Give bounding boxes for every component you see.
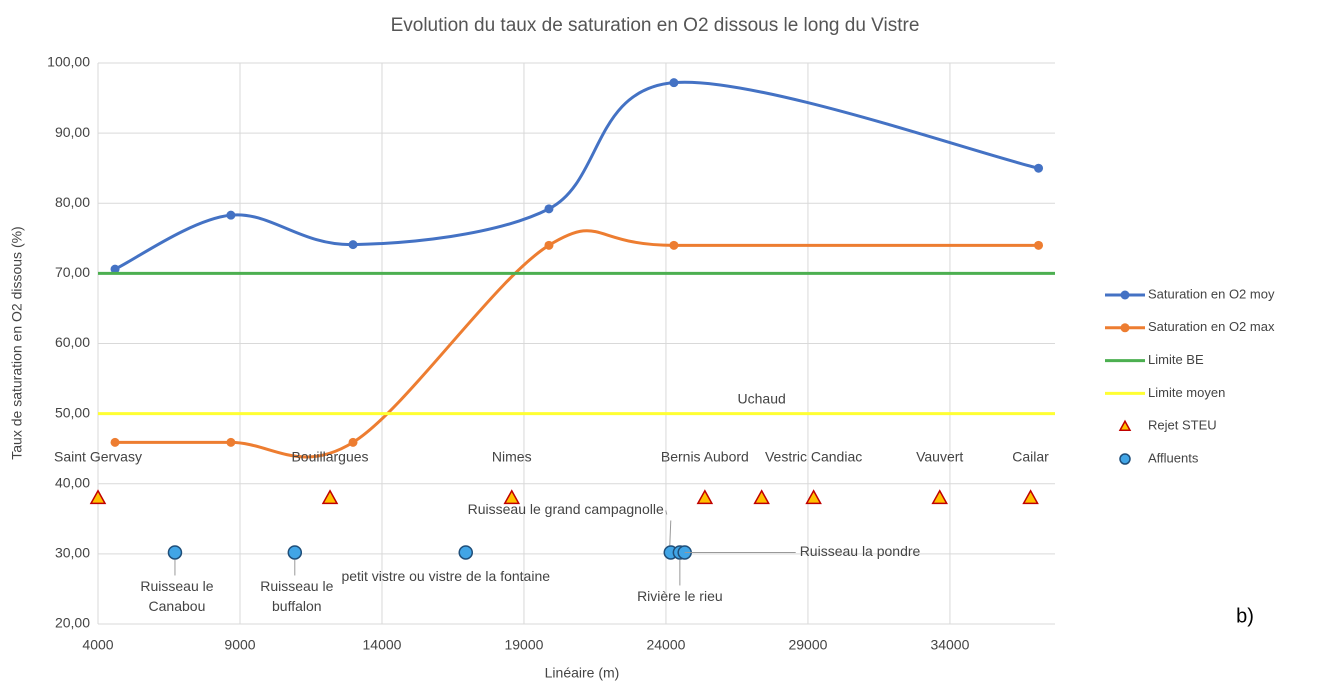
point-label: buffalon xyxy=(272,598,322,614)
legend-label: Affluents xyxy=(1148,450,1199,465)
y-tick-label: 20,00 xyxy=(55,615,90,631)
data-point xyxy=(1034,163,1044,173)
legend-swatch xyxy=(1120,290,1130,300)
point-label: petit vistre ou vistre de la fontaine xyxy=(341,568,550,584)
legend-label: Saturation en O2 moy xyxy=(1148,286,1275,301)
y-tick-label: 50,00 xyxy=(55,404,90,420)
data-point xyxy=(348,437,358,447)
steu-marker xyxy=(931,489,948,505)
steu-marker xyxy=(696,489,714,505)
point-label: Ruisseau le xyxy=(140,578,213,594)
leader-line xyxy=(665,510,668,515)
point-label: Saint Gervasy xyxy=(54,448,142,464)
legend-swatch xyxy=(1119,453,1131,465)
legend-swatch xyxy=(1120,323,1130,333)
x-axis-label: Linéaire (m) xyxy=(545,665,620,681)
y-axis-label: Taux de saturation en O2 dissous (%) xyxy=(9,226,25,459)
data-point xyxy=(1034,240,1044,250)
point-label: Cailar xyxy=(1012,448,1049,464)
steu-marker xyxy=(321,489,339,505)
y-tick-label: 40,00 xyxy=(55,474,90,490)
legend-label: Limite moyen xyxy=(1148,385,1225,400)
affluent-marker xyxy=(458,545,473,560)
x-tick-label: 19000 xyxy=(504,637,543,653)
point-label: Canabou xyxy=(149,598,206,614)
y-tick-label: 90,00 xyxy=(55,124,90,140)
x-tick-label: 4000 xyxy=(82,637,113,653)
legend-label: Saturation en O2 max xyxy=(1148,319,1275,334)
point-label: Bernis Aubord xyxy=(661,448,749,464)
data-point xyxy=(110,264,120,274)
x-tick-label: 34000 xyxy=(930,637,969,653)
affluent-marker xyxy=(167,545,183,560)
point-label: Bouillargues xyxy=(291,448,368,464)
point-label: Ruisseau le grand campagnolle xyxy=(468,501,664,517)
steu-marker xyxy=(503,489,521,505)
data-point xyxy=(110,437,120,447)
y-tick-label: 100,00 xyxy=(47,54,90,70)
point-label: Vauvert xyxy=(916,448,963,464)
point-label: Ruisseau le xyxy=(260,578,333,594)
y-tick-label: 30,00 xyxy=(55,545,90,561)
legend-swatch xyxy=(1118,419,1132,431)
point-label: Nimes xyxy=(492,448,532,464)
data-point xyxy=(348,240,358,250)
point-label: Vestric Candiac xyxy=(765,448,862,464)
x-tick-label: 29000 xyxy=(788,637,827,653)
series-line xyxy=(114,80,1039,271)
legend-label: Rejet STEU xyxy=(1148,418,1217,433)
data-point xyxy=(226,210,236,220)
chart-title: Evolution du taux de saturation en O2 di… xyxy=(391,15,920,36)
x-tick-label: 14000 xyxy=(363,637,402,653)
data-point xyxy=(544,204,554,214)
point-label: Uchaud xyxy=(738,390,786,406)
data-point xyxy=(226,437,236,447)
point-label: Rivière le rieu xyxy=(637,588,723,604)
steu-marker xyxy=(1022,489,1039,505)
y-tick-label: 80,00 xyxy=(55,194,90,210)
panel-label: b) xyxy=(1236,605,1254,627)
data-point xyxy=(669,78,679,88)
data-point xyxy=(669,240,679,250)
steu-marker xyxy=(89,489,107,505)
steu-marker xyxy=(753,489,770,505)
affluent-marker xyxy=(287,545,303,560)
y-tick-label: 60,00 xyxy=(55,334,90,350)
x-tick-label: 9000 xyxy=(224,637,255,653)
x-tick-label: 24000 xyxy=(646,637,685,653)
point-label: Ruisseau la pondre xyxy=(800,543,921,559)
steu-marker xyxy=(805,489,822,505)
data-point xyxy=(544,240,554,250)
y-tick-label: 70,00 xyxy=(55,264,90,280)
legend-label: Limite BE xyxy=(1148,352,1204,367)
leader-line xyxy=(669,520,672,546)
